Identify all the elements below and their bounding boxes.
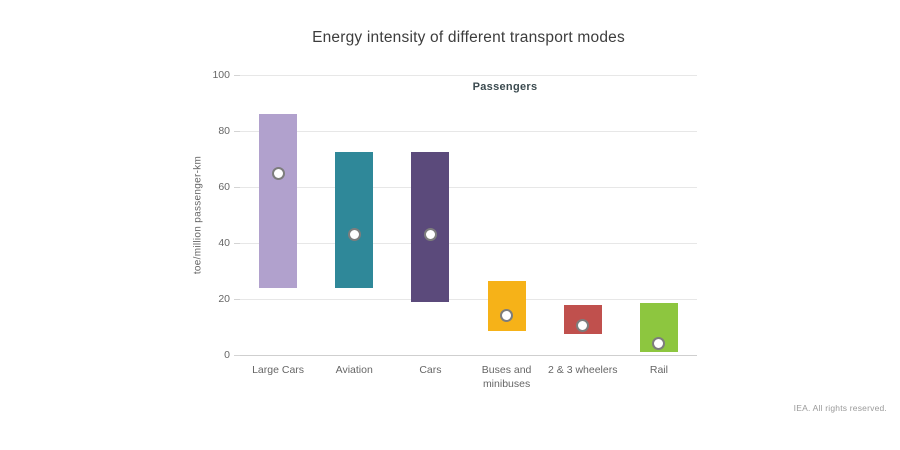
series-label: Passengers bbox=[472, 81, 538, 93]
range-bar-cars[interactable] bbox=[411, 152, 450, 302]
x-axis-line bbox=[240, 355, 697, 356]
range-bar-aviation[interactable] bbox=[335, 152, 374, 288]
range-bar-buses-and-minibuses[interactable] bbox=[487, 280, 526, 332]
y-tick-label: 40 bbox=[218, 237, 230, 249]
x-category-label: Aviation bbox=[335, 364, 373, 376]
y-tick-mark bbox=[234, 299, 240, 300]
x-category-label: 2 & 3 wheelers bbox=[548, 364, 618, 376]
y-axis-title: toe/million passenger-km bbox=[192, 155, 204, 275]
gridline bbox=[240, 75, 697, 76]
y-tick-mark bbox=[234, 187, 240, 188]
plot-area: Passengers bbox=[240, 75, 697, 356]
y-tick-mark bbox=[234, 355, 240, 356]
point-marker-aviation[interactable] bbox=[347, 228, 361, 242]
y-tick-label: 0 bbox=[224, 349, 230, 361]
point-marker-2-3-wheelers[interactable] bbox=[576, 319, 590, 333]
gridline bbox=[240, 131, 697, 132]
gridline bbox=[240, 299, 697, 300]
y-tick-label: 100 bbox=[212, 69, 230, 81]
x-category-label: Rail bbox=[649, 364, 668, 376]
y-tick-mark bbox=[234, 75, 240, 76]
x-category-label: Cars bbox=[419, 364, 442, 376]
point-marker-buses-and-minibuses[interactable] bbox=[500, 309, 514, 323]
y-tick-mark bbox=[234, 131, 240, 132]
y-tick-mark bbox=[234, 243, 240, 244]
range-bar-large-cars[interactable] bbox=[259, 114, 298, 288]
chart-title: Energy intensity of different transport … bbox=[312, 29, 625, 46]
point-marker-cars[interactable] bbox=[423, 228, 437, 242]
copyright-note: IEA. All rights reserved. bbox=[793, 403, 887, 413]
gridline bbox=[240, 243, 697, 244]
point-marker-rail[interactable] bbox=[652, 337, 666, 351]
y-tick-label: 80 bbox=[218, 125, 230, 137]
gridline bbox=[240, 187, 697, 188]
y-tick-label: 20 bbox=[218, 293, 230, 305]
y-tick-label: 60 bbox=[218, 181, 230, 193]
x-category-label: Large Cars bbox=[252, 364, 305, 376]
point-marker-large-cars[interactable] bbox=[271, 166, 285, 180]
x-category-label: Buses and minibuses bbox=[481, 364, 532, 390]
